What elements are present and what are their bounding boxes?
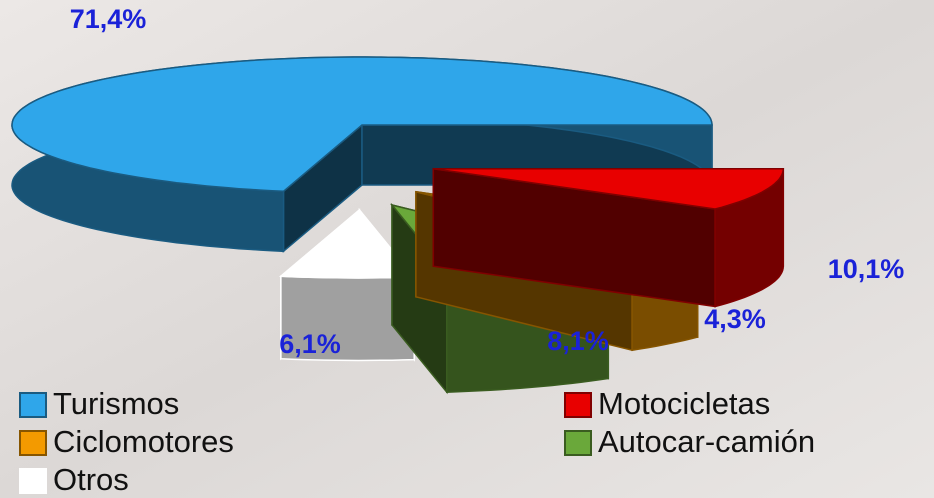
pie	[11, 56, 785, 395]
legend: Turismos Motocicletas Ciclomotores Autocar-…	[19, 386, 815, 497]
slice-top	[433, 167, 785, 210]
legend-swatch	[564, 430, 592, 456]
data-label: 71,4%	[70, 4, 147, 34]
data-label: 6,1%	[279, 329, 341, 359]
legend-label: Ciclomotores	[53, 424, 234, 459]
data-label: 10,1%	[828, 254, 905, 284]
legend-label: Motocicletas	[598, 386, 770, 421]
legend-swatch	[19, 392, 47, 418]
data-label: 4,3%	[704, 304, 766, 334]
pie-slice	[432, 167, 785, 308]
legend-swatch	[19, 430, 47, 456]
pie-slice	[11, 56, 713, 253]
legend-swatch	[564, 392, 592, 418]
slice-top	[11, 56, 713, 193]
data-label: 8,1%	[547, 326, 609, 356]
legend-label: Turismos	[53, 386, 179, 421]
legend-label: Autocar-camión	[598, 424, 815, 459]
legend-label: Otros	[53, 462, 129, 497]
legend-swatch	[19, 468, 47, 494]
